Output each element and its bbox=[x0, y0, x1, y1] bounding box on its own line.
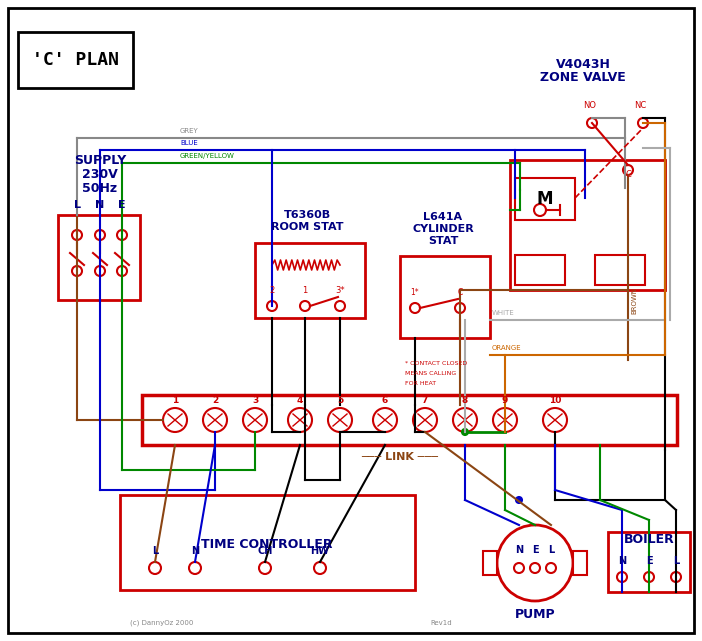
Text: C: C bbox=[625, 170, 631, 179]
Text: (c) DannyOz 2000: (c) DannyOz 2000 bbox=[130, 620, 193, 626]
Text: ─── LINK ───: ─── LINK ─── bbox=[362, 452, 439, 462]
Text: 50Hz: 50Hz bbox=[82, 181, 117, 194]
Text: 1*: 1* bbox=[411, 288, 419, 297]
Text: CH: CH bbox=[258, 546, 272, 556]
Text: 10: 10 bbox=[549, 396, 561, 405]
Text: T6360B: T6360B bbox=[284, 210, 331, 220]
Text: L: L bbox=[74, 200, 81, 210]
Text: L641A: L641A bbox=[423, 212, 463, 222]
Text: V4043H: V4043H bbox=[555, 58, 611, 71]
Text: GREEN/YELLOW: GREEN/YELLOW bbox=[180, 153, 235, 159]
Bar bbox=[595, 255, 645, 285]
Text: TIME CONTROLLER: TIME CONTROLLER bbox=[201, 538, 333, 551]
Circle shape bbox=[462, 429, 468, 435]
Text: 5: 5 bbox=[337, 396, 343, 405]
Text: MEANS CALLING: MEANS CALLING bbox=[405, 371, 456, 376]
Text: 7: 7 bbox=[422, 396, 428, 405]
Text: 4: 4 bbox=[297, 396, 303, 405]
Bar bbox=[18, 32, 133, 88]
Text: SUPPLY: SUPPLY bbox=[74, 153, 126, 167]
Text: 230V: 230V bbox=[82, 167, 118, 181]
Text: C: C bbox=[458, 288, 463, 297]
Text: N: N bbox=[95, 200, 105, 210]
Text: N: N bbox=[515, 545, 523, 555]
Bar bbox=[142, 395, 677, 445]
Text: WHITE: WHITE bbox=[492, 310, 515, 316]
Text: NO: NO bbox=[583, 101, 597, 110]
Text: 2: 2 bbox=[270, 286, 274, 295]
Text: N: N bbox=[618, 556, 626, 566]
Text: BLUE: BLUE bbox=[180, 140, 198, 146]
Text: ROOM STAT: ROOM STAT bbox=[271, 222, 343, 232]
Text: E: E bbox=[531, 545, 538, 555]
Text: 8: 8 bbox=[462, 396, 468, 405]
Bar bbox=[400, 256, 490, 338]
Bar bbox=[255, 243, 365, 318]
Bar bbox=[120, 495, 415, 590]
Text: NC: NC bbox=[634, 101, 646, 110]
Text: FOR HEAT: FOR HEAT bbox=[405, 381, 436, 386]
Text: 1: 1 bbox=[303, 286, 307, 295]
Bar bbox=[483, 551, 497, 575]
Text: STAT: STAT bbox=[428, 236, 458, 246]
Text: 2: 2 bbox=[212, 396, 218, 405]
Bar bbox=[510, 160, 665, 290]
Text: ORANGE: ORANGE bbox=[492, 345, 522, 351]
Text: Rev1d: Rev1d bbox=[430, 620, 451, 626]
Text: M: M bbox=[537, 190, 553, 208]
Text: 1: 1 bbox=[172, 396, 178, 405]
Text: 9: 9 bbox=[502, 396, 508, 405]
Text: BROWN: BROWN bbox=[631, 287, 637, 313]
Text: ZONE VALVE: ZONE VALVE bbox=[540, 71, 626, 84]
Text: 6: 6 bbox=[382, 396, 388, 405]
Text: BOILER: BOILER bbox=[623, 533, 675, 546]
Bar bbox=[573, 551, 587, 575]
Text: HW: HW bbox=[310, 546, 329, 556]
Bar bbox=[608, 532, 690, 592]
Text: CYLINDER: CYLINDER bbox=[412, 224, 474, 234]
Text: E: E bbox=[646, 556, 652, 566]
Text: 3: 3 bbox=[252, 396, 258, 405]
Text: L: L bbox=[548, 545, 554, 555]
Bar bbox=[515, 255, 565, 285]
Text: L: L bbox=[673, 556, 679, 566]
Text: GREY: GREY bbox=[180, 128, 199, 134]
Text: 3*: 3* bbox=[335, 286, 345, 295]
Text: PUMP: PUMP bbox=[515, 608, 555, 621]
Text: 'C' PLAN: 'C' PLAN bbox=[32, 51, 119, 69]
Bar bbox=[58, 215, 140, 300]
Text: * CONTACT CLOSED: * CONTACT CLOSED bbox=[405, 361, 468, 366]
Text: N: N bbox=[191, 546, 199, 556]
Text: L: L bbox=[152, 546, 158, 556]
Text: E: E bbox=[118, 200, 126, 210]
Circle shape bbox=[516, 497, 522, 503]
Bar bbox=[515, 178, 575, 220]
